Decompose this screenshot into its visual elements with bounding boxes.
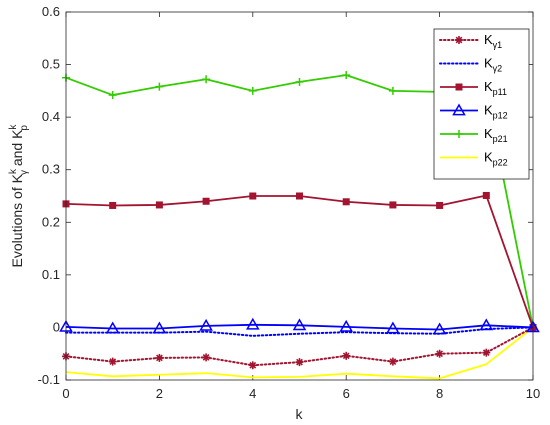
data-point: [109, 201, 117, 209]
legend-label-base: K: [484, 150, 493, 165]
legend-marker: [452, 103, 466, 116]
data-point: [436, 201, 444, 209]
data-point: [479, 318, 494, 331]
legend-entry-0: Kγ1: [439, 32, 502, 50]
data-point: [246, 317, 260, 330]
legend-entry-3: Kp12: [440, 103, 508, 121]
legend-label-base: K: [484, 103, 493, 118]
plot-frame: [65, 11, 534, 381]
legend-label-base: K: [484, 32, 493, 47]
legend-label-sub: p22: [493, 158, 508, 168]
legend-label: Kp11: [484, 79, 507, 97]
legend-label-sub: γ2: [493, 64, 503, 74]
legend-label-base: K: [484, 126, 493, 141]
data-point: [249, 192, 257, 200]
legend-label: Kγ1: [484, 32, 502, 50]
legend-box: [433, 28, 530, 180]
y-tick-label: 0.4: [42, 109, 60, 124]
legend-marker: [455, 36, 463, 44]
data-point: [342, 71, 351, 80]
data-point: [342, 351, 351, 360]
data-point: [155, 201, 163, 209]
data-point: [386, 321, 400, 334]
data-point: [435, 349, 444, 358]
data-point: [155, 82, 164, 91]
y-axis-label: Evolutions of Kkγ and Kkp: [8, 124, 30, 268]
y-tick-label: 0.2: [42, 214, 60, 229]
data-point: [248, 361, 257, 370]
y-axis-label-main: Evolutions of K: [9, 173, 25, 267]
x-tick-label: 0: [62, 386, 69, 401]
y-tick-label: 0.3: [42, 162, 60, 177]
x-axis-label: k: [296, 406, 304, 422]
series-line-0: [65, 326, 534, 367]
legend-entry-1: Kγ2: [439, 56, 502, 74]
series-line-5: [65, 326, 534, 380]
data-point: [248, 86, 257, 95]
y-tick-label: -0.1: [38, 372, 60, 387]
data-point: [295, 77, 304, 86]
legend-marker: [455, 83, 463, 91]
legend-entry-5: Kp22: [440, 150, 508, 168]
legend-label: Kp21: [484, 126, 508, 144]
y-axis-label-sup-1: k: [8, 168, 19, 174]
data-point: [108, 357, 117, 366]
legend-label: Kp12: [484, 103, 508, 121]
data-point: [202, 75, 211, 84]
legend-entry-2: Kp11: [440, 79, 507, 97]
data-point: [295, 358, 304, 367]
data-point: [152, 321, 167, 334]
data-point: [292, 318, 307, 331]
legend-label-base: K: [484, 56, 493, 71]
legend-label-sub: p11: [493, 87, 507, 97]
tick-labels: 0 2 4 6 8 10-0.100.10.20.30.40.50.6: [38, 4, 541, 401]
y-tick-label: 0.5: [42, 57, 60, 72]
data-point: [342, 198, 350, 206]
legend-label-sub: γ1: [493, 40, 503, 50]
data-point: [482, 191, 490, 199]
y-tick-label: 0: [53, 319, 60, 334]
data-point: [389, 201, 397, 209]
legend-label-sub: p21: [493, 134, 508, 144]
data-point: [202, 197, 210, 205]
legend-label: Kγ2: [484, 56, 502, 74]
series-line-1: [65, 326, 534, 337]
data-point: [432, 322, 447, 335]
x-tick-label: 6: [343, 386, 350, 401]
data-point: [108, 91, 117, 100]
legend-label-sub: p12: [493, 111, 508, 121]
y-tick-label: 0.6: [42, 4, 60, 19]
y-tick-label: 0.1: [42, 267, 60, 282]
data-point: [339, 319, 353, 332]
data-point: [199, 318, 213, 331]
x-tick-label: 8: [436, 386, 443, 401]
y-axis-label-sub-1: γ: [19, 170, 30, 175]
legend-marker: [455, 130, 463, 138]
data-point: [482, 348, 491, 357]
y-axis-label-mid: and K: [9, 129, 25, 170]
data-point: [202, 353, 211, 362]
legend-entry-4: Kp21: [440, 126, 508, 144]
data-point: [155, 353, 164, 362]
data-point: [296, 192, 303, 200]
y-axis-label-sub-2: p: [19, 125, 30, 131]
legend-label: Kp22: [484, 150, 508, 168]
x-tick-label: 10: [526, 386, 540, 401]
legend-label-base: K: [484, 79, 493, 94]
data-point: [388, 86, 397, 95]
data-point: [388, 357, 397, 366]
y-axis-label-sup-2: k: [8, 124, 19, 130]
series-5: [65, 326, 534, 380]
data-point: [105, 321, 120, 334]
series-1: [65, 326, 534, 337]
x-tick-label: 4: [249, 386, 256, 401]
x-tick-label: 2: [156, 386, 163, 401]
series-line-3: [65, 323, 534, 331]
